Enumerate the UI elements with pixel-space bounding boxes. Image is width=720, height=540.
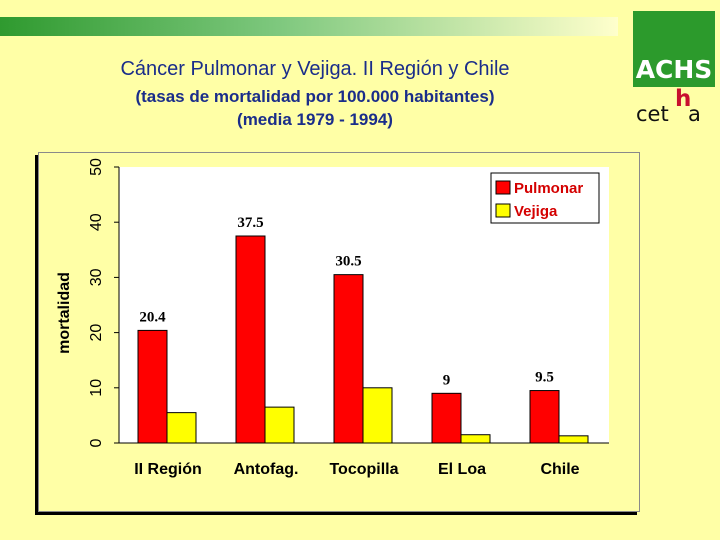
bar-vejiga (166, 412, 197, 444)
x-tick-label: II Región (134, 461, 202, 478)
y-tick-label: 40 (88, 213, 105, 231)
bar-pulmonar (333, 274, 364, 444)
achs-logo: ACHS (633, 11, 715, 87)
slide-subtitle-2: (media 1979 - 1994) (237, 110, 393, 129)
legend-swatch (495, 180, 511, 195)
x-tick-label: Chile (540, 461, 579, 478)
data-label: 20.4 (139, 309, 166, 325)
x-tick-label: Antofag. (234, 461, 299, 478)
legend-label: Vejiga (514, 203, 558, 220)
x-tick-label: El Loa (438, 461, 486, 478)
cetha-logo-part1: cet (636, 102, 669, 126)
data-label: 37.5 (237, 215, 263, 231)
y-tick-label: 0 (88, 438, 105, 447)
bar-vejiga (558, 435, 589, 444)
bar-pulmonar (431, 392, 462, 444)
header-gradient-bar (0, 17, 618, 36)
cetha-logo-part2: h (675, 86, 692, 112)
bar-pulmonar (529, 390, 560, 444)
data-label: 30.5 (335, 254, 361, 270)
achs-logo-text: ACHS (635, 55, 713, 84)
bar-pulmonar (137, 329, 168, 444)
legend-swatch (495, 203, 511, 218)
chart-frame: 0 10 20 30 40 50 mortalidad 20.4 II Región 37.5 An… (38, 152, 640, 512)
cetha-logo-part3: a (688, 102, 701, 126)
y-tick-label: 10 (88, 379, 105, 397)
data-label: 9 (443, 372, 451, 388)
slide-subtitle-1: (tasas de mortalidad por 100.000 habitan… (135, 87, 495, 106)
bar-vejiga (460, 434, 491, 444)
bar-vejiga (362, 387, 393, 444)
x-tick-label: Tocopilla (329, 461, 398, 478)
bar-chart: 0 10 20 30 40 50 mortalidad 20.4 II Región 37.5 An… (56, 158, 609, 478)
y-tick-label: 20 (88, 324, 105, 342)
bar-vejiga (264, 406, 295, 444)
data-label: 9.5 (535, 370, 554, 386)
cetha-logo: cet h a (636, 86, 716, 126)
legend-label: Pulmonar (514, 180, 583, 197)
y-tick-label: 30 (88, 268, 105, 286)
y-tick-label: 50 (88, 158, 105, 176)
slide-title: Cáncer Pulmonar y Vejiga. II Región y Ch… (120, 58, 510, 80)
bar-pulmonar (235, 235, 266, 444)
y-axis-label: mortalidad (56, 272, 73, 354)
